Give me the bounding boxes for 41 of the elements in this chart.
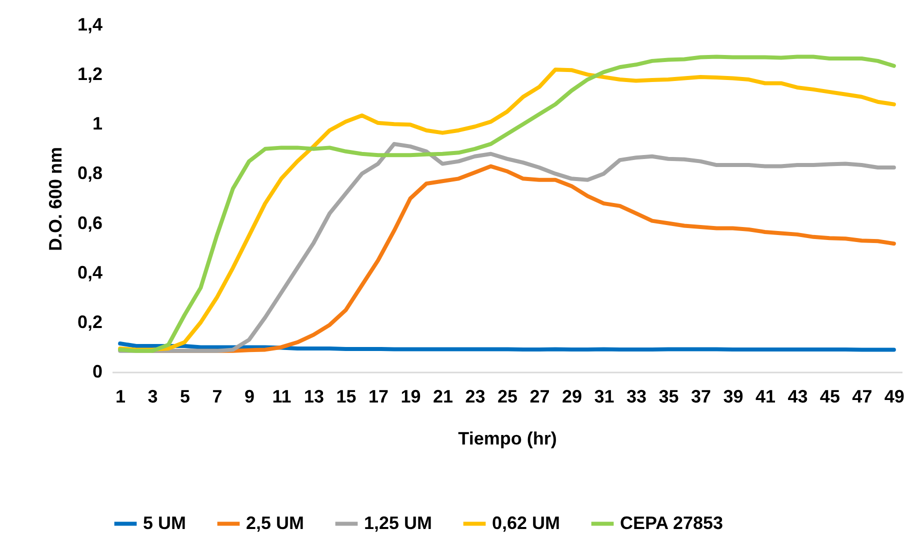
legend-label: CEPA 27853 — [620, 512, 724, 533]
line-series — [118, 341, 896, 352]
x-tick-label: 35 — [658, 386, 679, 406]
x-tick-label: 21 — [432, 386, 454, 406]
x-tick-label: 13 — [304, 386, 324, 406]
x-tick-label: 31 — [594, 386, 614, 406]
x-axis-title: Tiempo (hr) — [458, 428, 557, 448]
x-tick-label: 1 — [116, 386, 126, 406]
y-tick-label: 0,2 — [77, 312, 102, 332]
x-tick-label: 49 — [884, 386, 904, 406]
y-tick-label: 0,4 — [77, 262, 102, 282]
x-tick-label: 5 — [180, 386, 190, 406]
legend-label: 0,62 UM — [492, 512, 560, 533]
x-tick-label: 27 — [530, 386, 550, 406]
x-tick-label: 43 — [788, 386, 808, 406]
y-tick-label: 0 — [92, 362, 102, 382]
legend-label: 5 UM — [143, 512, 186, 533]
x-tick-label: 3 — [148, 386, 158, 406]
x-tick-label: 41 — [755, 386, 776, 406]
y-tick-label: 1,4 — [77, 14, 102, 34]
x-tick-label: 15 — [336, 386, 356, 406]
x-tick-label: 33 — [626, 386, 646, 406]
legend-label: 2,5 UM — [246, 512, 304, 533]
x-tick-label: 19 — [400, 386, 421, 406]
x-tick-label: 11 — [272, 386, 292, 406]
x-tick-label: 17 — [368, 386, 389, 406]
x-tick-label: 47 — [852, 386, 872, 406]
y-axis-title: D.O. 600 nm — [45, 146, 66, 252]
y-tick-label: 1,2 — [77, 64, 102, 84]
x-tick-label: 39 — [723, 386, 744, 406]
y-tick-label: 0,6 — [77, 212, 102, 233]
y-tick-label: 0,8 — [77, 163, 102, 184]
y-tick-label: 1 — [92, 114, 102, 134]
x-tick-label: 45 — [820, 386, 840, 406]
x-tick-label: 9 — [244, 386, 255, 406]
x-tick-label: 29 — [562, 386, 582, 406]
x-tick-label: 7 — [212, 386, 222, 406]
x-tick-label: 23 — [465, 386, 486, 406]
x-tick-label: 25 — [497, 386, 518, 406]
legend-label: 1,25 UM — [364, 512, 432, 533]
x-tick-label: 37 — [690, 386, 711, 406]
